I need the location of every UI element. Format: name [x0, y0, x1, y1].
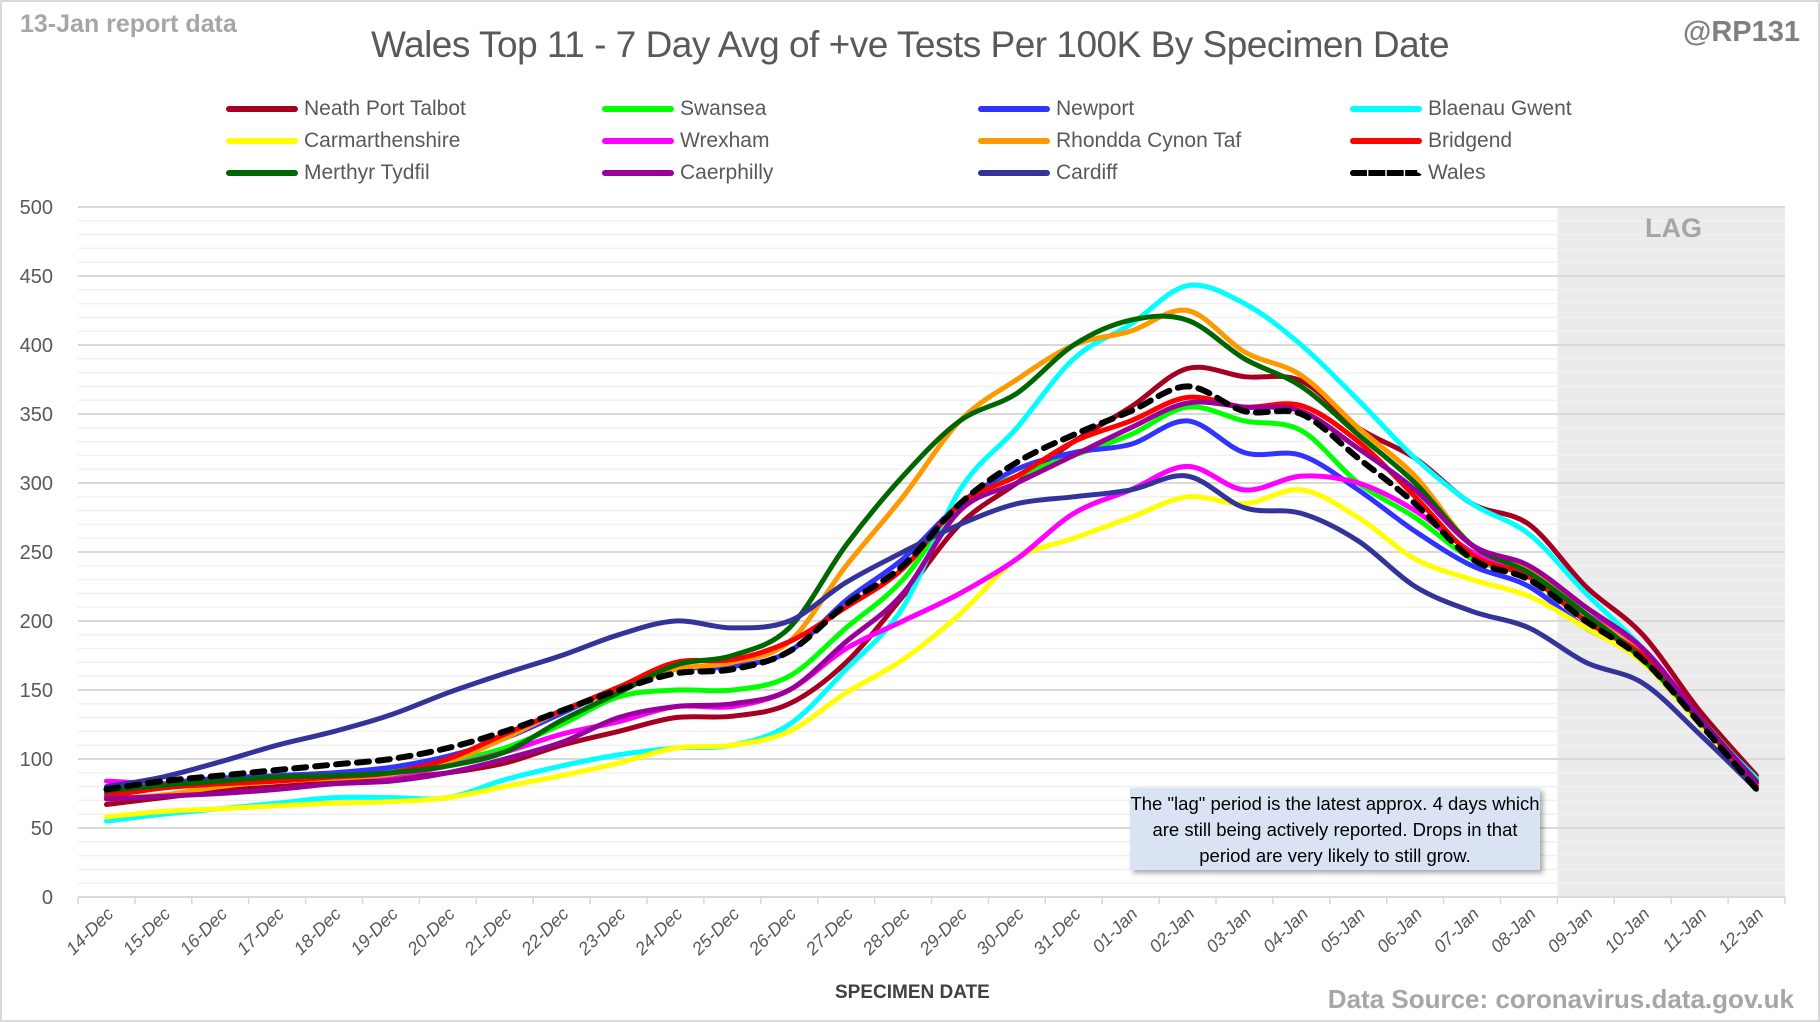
- legend-swatch: [602, 106, 674, 112]
- legend-item: Newport: [978, 96, 1134, 122]
- x-axis-title: SPECIMEN DATE: [835, 982, 990, 1003]
- legend-item: Bridgend: [1350, 128, 1512, 154]
- legend-item: Rhondda Cynon Taf: [978, 128, 1241, 154]
- legend-label: Blaenau Gwent: [1428, 97, 1572, 120]
- x-tick-label: 01-Jan: [1088, 904, 1141, 957]
- x-tick-label: 10-Jan: [1601, 904, 1654, 957]
- series-line-merthyr-tydfil: [103, 313, 1759, 794]
- x-tick-label: 31-Dec: [1029, 904, 1084, 959]
- legend-swatch: [1350, 138, 1422, 144]
- x-tick-label: 27-Dec: [801, 904, 857, 960]
- series-line-carmarthenshire: [103, 487, 1759, 820]
- legend-label: Bridgend: [1428, 129, 1513, 152]
- y-tick-label: 500: [20, 197, 53, 219]
- legend-item: Blaenau Gwent: [1350, 96, 1572, 122]
- legend-item: Carmarthenshire: [226, 128, 460, 154]
- y-tick-label: 0: [42, 887, 53, 909]
- x-tick-label: 03-Jan: [1202, 904, 1255, 957]
- x-tick-label: 22-Dec: [517, 904, 573, 960]
- report-date-label: 13-Jan report data: [20, 10, 237, 38]
- legend-swatch: [1350, 170, 1422, 176]
- x-tick-label: 30-Dec: [973, 904, 1028, 959]
- x-tick-label: 16-Dec: [176, 904, 231, 959]
- series-line-caerphilly: [103, 399, 1759, 802]
- x-tick-label: 11-Jan: [1658, 904, 1710, 956]
- legend-label: Swansea: [680, 97, 767, 120]
- series-line-wales: [103, 383, 1760, 793]
- legend-swatch: [978, 170, 1050, 176]
- y-tick-label: 450: [20, 266, 53, 288]
- series-line-neath-port-talbot: [103, 364, 1759, 808]
- x-tick-label: 15-Dec: [119, 904, 174, 959]
- x-tick-label: 23-Dec: [573, 904, 629, 960]
- x-tick-label: 09-Jan: [1544, 904, 1597, 957]
- legend-item: Neath Port Talbot: [226, 96, 466, 122]
- x-tick-label: 12-Jan: [1714, 904, 1767, 957]
- x-tick-label: 26-Dec: [744, 904, 800, 960]
- legend-swatch: [226, 106, 298, 112]
- lag-annotation-box: The "lag" period is the latest approx. 4…: [1130, 788, 1540, 870]
- legend-label: Wrexham: [680, 129, 770, 152]
- x-tick-label: 02-Jan: [1145, 904, 1198, 957]
- series-line-cardiff: [103, 473, 1759, 792]
- x-tick-label: 06-Jan: [1373, 904, 1426, 957]
- series-line-swansea: [103, 404, 1759, 794]
- x-tick-label: 05-Jan: [1316, 904, 1369, 957]
- y-tick-label: 150: [20, 680, 53, 702]
- x-tick-label: 17-Dec: [233, 904, 288, 959]
- chart-title: Wales Top 11 - 7 Day Avg of +ve Tests Pe…: [370, 24, 1450, 65]
- legend-swatch: [226, 170, 298, 176]
- legend-swatch: [226, 138, 298, 144]
- y-tick-label: 200: [20, 611, 53, 633]
- x-tick-label: 14-Dec: [62, 904, 117, 959]
- legend-label: Newport: [1056, 97, 1135, 120]
- y-tick-label: 300: [20, 473, 53, 495]
- x-tick-label: 29-Dec: [915, 904, 971, 960]
- legend-item: Cardiff: [978, 160, 1117, 186]
- x-tick-label: 19-Dec: [347, 904, 402, 959]
- legend-item: Caerphilly: [602, 160, 773, 186]
- legend-swatch: [978, 138, 1050, 144]
- x-tick-label: 07-Jan: [1430, 904, 1483, 957]
- x-tick-label: 24-Dec: [630, 904, 686, 960]
- author-handle: @RP131: [1683, 16, 1800, 48]
- legend-item: Swansea: [602, 96, 766, 122]
- legend-swatch: [1350, 106, 1422, 112]
- legend-item: Merthyr Tydfil: [226, 160, 430, 186]
- y-tick-label: 100: [20, 749, 53, 771]
- legend-swatch: [602, 170, 674, 176]
- y-tick-label: 50: [31, 818, 53, 840]
- legend-label: Carmarthenshire: [304, 129, 461, 152]
- legend-label: Wales: [1428, 161, 1486, 184]
- data-source-label: Data Source: coronavirus.data.gov.uk: [1327, 984, 1794, 1014]
- legend-label: Caerphilly: [680, 161, 774, 184]
- legend-label: Merthyr Tydfil: [304, 161, 430, 184]
- y-tick-label: 350: [20, 404, 53, 426]
- x-tick-label: 18-Dec: [290, 904, 345, 959]
- legend-swatch: [602, 138, 674, 144]
- series-line-blaenau-gwent: [103, 282, 1759, 824]
- y-tick-label: 400: [20, 335, 53, 357]
- lag-region-label: LAG: [1645, 213, 1702, 243]
- x-tick-label: 25-Dec: [687, 904, 743, 960]
- legend-label: Cardiff: [1056, 161, 1118, 184]
- x-tick-label: 20-Dec: [403, 904, 459, 960]
- y-tick-label: 250: [20, 542, 53, 564]
- legend-item: Wales: [1350, 160, 1486, 186]
- x-tick-label: 21-Dec: [460, 904, 516, 960]
- legend-item: Wrexham: [602, 128, 769, 154]
- legend-swatch: [978, 106, 1050, 112]
- legend-label: Neath Port Talbot: [304, 97, 466, 120]
- x-tick-label: 08-Jan: [1487, 904, 1540, 957]
- x-tick-label: 04-Jan: [1259, 904, 1312, 957]
- x-tick-label: 28-Dec: [858, 904, 914, 960]
- legend-label: Rhondda Cynon Taf: [1056, 129, 1242, 152]
